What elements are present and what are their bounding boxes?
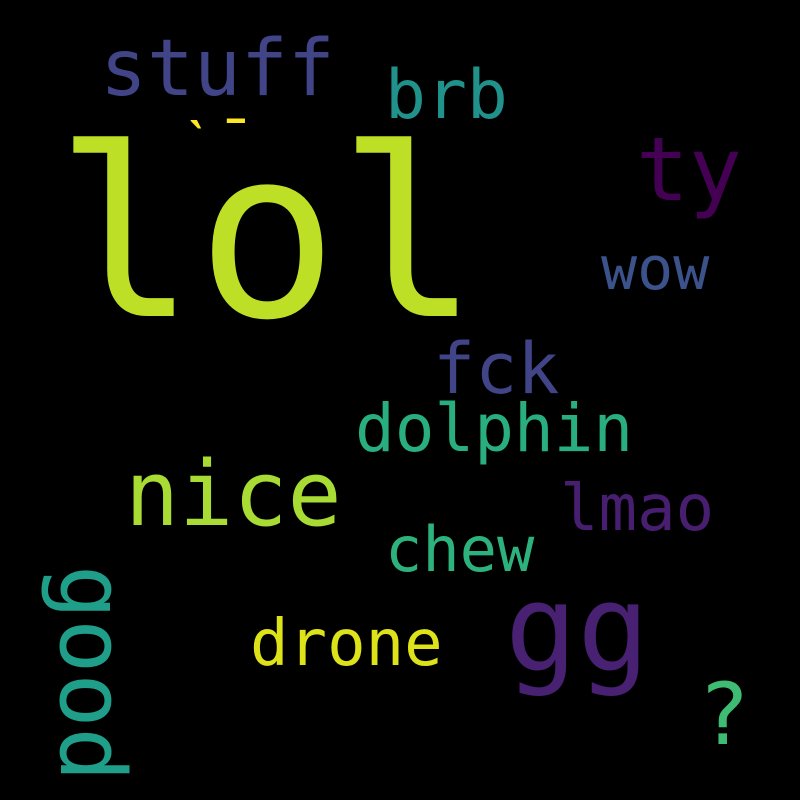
word-wow: wow (601, 234, 710, 304)
word-brb: brb (385, 56, 508, 135)
word-stuff: stuff (100, 24, 335, 114)
word-lmao: lmao (560, 472, 715, 546)
word-glyph: ˋ¯ (180, 107, 255, 180)
word-dolphin: dolphin (355, 390, 634, 467)
word-fck: fck (433, 328, 560, 410)
word-drone: drone (250, 607, 443, 681)
word-gg: gg (505, 560, 650, 699)
word-lol: lol (55, 99, 480, 372)
word-chew: chew (385, 513, 535, 586)
word-good: good (39, 565, 144, 782)
word-question-mark: ? (698, 665, 750, 765)
word-nice: nice (125, 442, 342, 547)
word-ty: ty (636, 118, 742, 221)
